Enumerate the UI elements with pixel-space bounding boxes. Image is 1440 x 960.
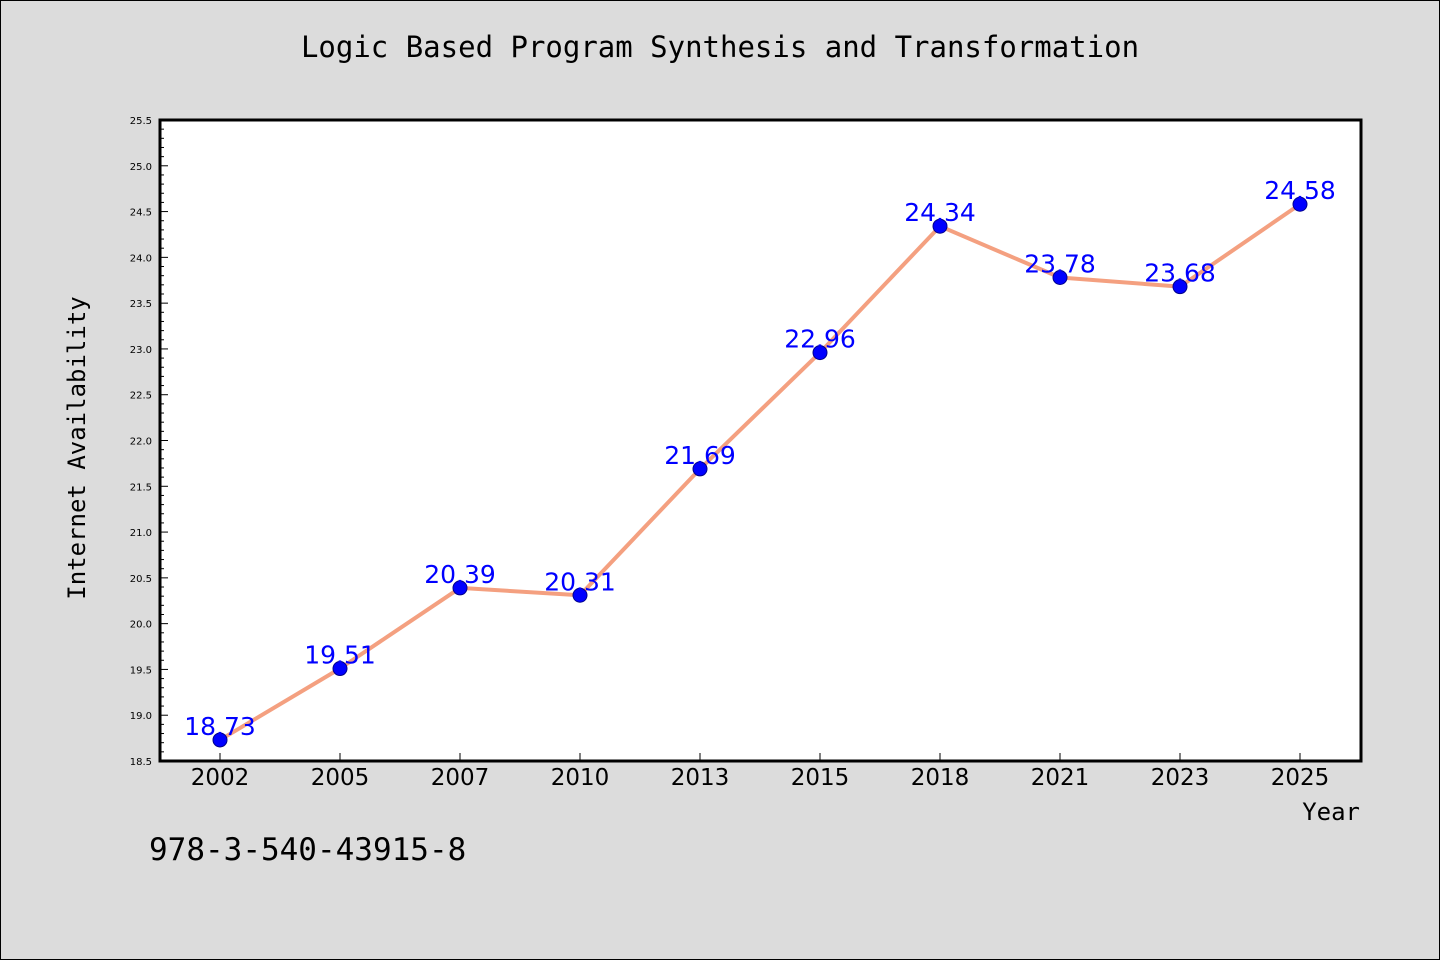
series-line	[218, 202, 1302, 742]
data-point	[692, 461, 708, 477]
x-tick-label: 2007	[431, 765, 490, 791]
data-point	[1172, 279, 1188, 295]
data-point	[212, 732, 228, 748]
x-tick-label: 2021	[1031, 765, 1090, 791]
chart-title: Logic Based Program Synthesis and Transf…	[300, 30, 1140, 64]
y-tick-label: 19.5	[130, 665, 152, 676]
y-tick-label: 20.0	[130, 620, 152, 631]
y-axis: 18.5 19.0 19.5 20.0 20.5 21.0 21.5 22.0 22.5 23.0…	[130, 116, 168, 768]
data-label: 24.58	[1264, 176, 1336, 205]
y-tick-label: 21.0	[130, 528, 152, 539]
y-tick-label: 19.0	[130, 711, 152, 722]
data-point	[452, 580, 468, 596]
y-tick-label: 23.5	[130, 299, 152, 310]
data-label: 23.78	[1024, 250, 1096, 279]
data-label: 24.34	[904, 198, 976, 227]
isbn-footnote: 978-3-540-43915-8	[149, 832, 467, 868]
data-point	[812, 345, 828, 361]
data-point	[1052, 270, 1068, 286]
data-label: 20.39	[424, 560, 496, 589]
y-tick-label: 22.0	[130, 437, 152, 448]
data-label: 18.73	[184, 712, 256, 741]
data-point	[1292, 196, 1308, 212]
x-tick-label: 2002	[191, 765, 250, 791]
y-tick-label: 24.0	[130, 253, 152, 264]
x-tick-label: 2023	[1151, 765, 1210, 791]
y-tick-label: 20.5	[130, 574, 152, 585]
x-tick-label: 2025	[1271, 765, 1330, 791]
data-point	[332, 661, 348, 677]
data-label: 22.96	[784, 325, 856, 354]
y-axis-label: Internet Availability	[63, 296, 91, 599]
data-label: 19.51	[304, 641, 376, 670]
data-label: 23.68	[1144, 259, 1216, 288]
x-axis-label: Year	[1302, 798, 1360, 826]
data-point	[932, 218, 948, 234]
y-tick-label: 21.5	[130, 482, 152, 493]
y-tick-label: 22.5	[130, 391, 152, 402]
y-tick-label: 23.0	[130, 345, 152, 356]
data-label: 20.31	[544, 567, 616, 596]
x-axis: 2002 2005 2007 2010 2013 2015 2018 2021 2023 2025	[191, 753, 1330, 791]
y-tick-label: 24.5	[130, 208, 152, 219]
data-label: 21.69	[664, 441, 736, 470]
y-tick-label: 18.5	[130, 757, 152, 768]
y-tick-label: 25.0	[130, 162, 152, 173]
y-tick-label: 25.5	[130, 116, 152, 127]
x-tick-label: 2018	[911, 765, 970, 791]
x-tick-label: 2015	[791, 765, 850, 791]
x-tick-label: 2013	[671, 765, 730, 791]
series-group: 18.73 19.51 20.39 20.31 21.69 22.96 24.34 23.78…	[184, 176, 1336, 748]
x-tick-label: 2005	[311, 765, 370, 791]
x-tick-label: 2010	[551, 765, 610, 791]
data-point	[572, 587, 588, 603]
